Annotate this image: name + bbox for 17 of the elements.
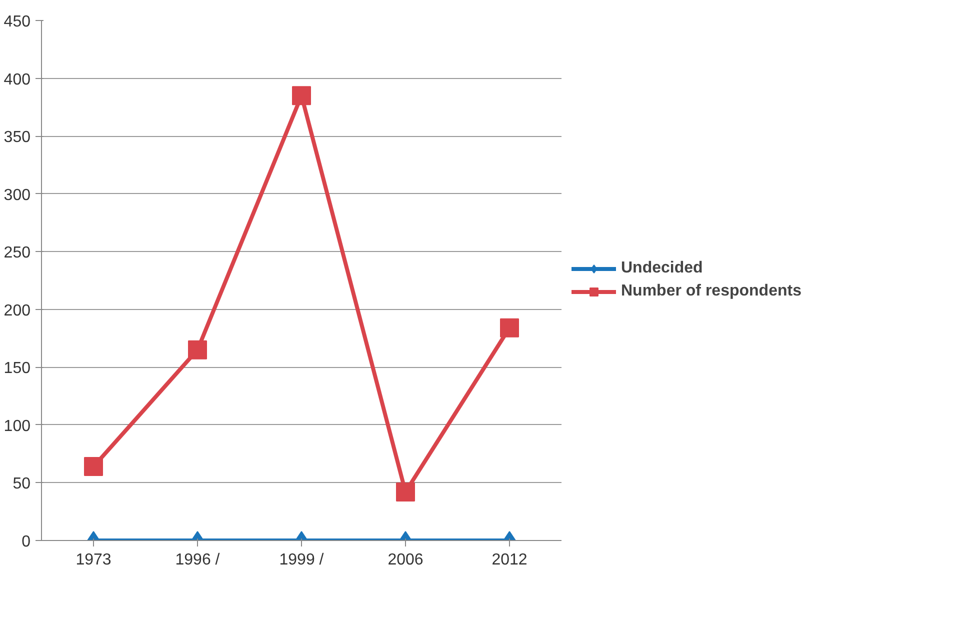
y-tick-label: 150 [4,360,31,378]
y-tick-label: 400 [4,71,31,88]
x-tick-label: 2012 [492,552,528,568]
y-tick-label: 100 [4,418,31,435]
x-tick-label: 2006 [388,552,424,568]
y-tick-label: 50 [12,476,31,493]
y-tick-label: 0 [22,534,31,550]
legend-label: Number of respondents [621,282,802,300]
x-tick-label: 1996 / [175,552,220,568]
y-tick-label: 250 [4,244,31,262]
y-tick-label: 450 [4,14,31,30]
x-tick-label: 1973 [76,552,112,568]
y-tick-label: 350 [4,129,31,146]
y-tick-label: 200 [4,302,31,320]
x-tick-label: 1999 / [279,552,324,568]
y-tick-label: 300 [4,186,31,204]
legend-label: Undecided [621,260,703,278]
